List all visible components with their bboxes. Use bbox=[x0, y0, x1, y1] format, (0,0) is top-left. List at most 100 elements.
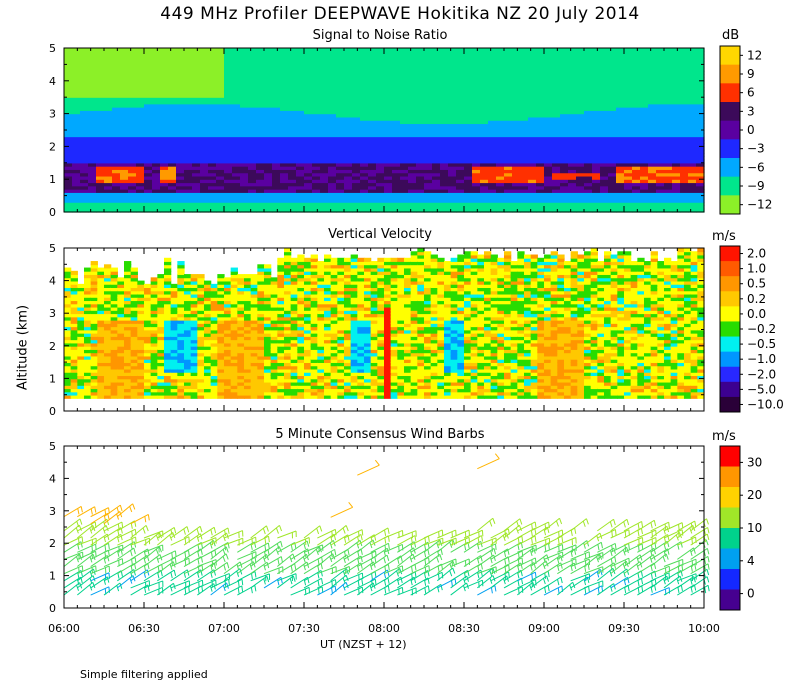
snr-cell bbox=[416, 130, 425, 134]
snr-cell bbox=[312, 162, 321, 167]
velocity-cell bbox=[70, 329, 78, 334]
snr-cell bbox=[432, 90, 441, 95]
snr-cell bbox=[344, 97, 353, 102]
snr-cell bbox=[72, 205, 81, 210]
snr-cell bbox=[336, 123, 345, 128]
snr-cell bbox=[600, 87, 609, 92]
snr-cell bbox=[256, 130, 265, 134]
snr-cell bbox=[472, 169, 481, 174]
snr-cell bbox=[488, 64, 497, 69]
snr-cell bbox=[344, 54, 353, 59]
snr-cell bbox=[288, 152, 297, 157]
snr-cell bbox=[560, 120, 569, 125]
snr-cell bbox=[632, 185, 641, 190]
snr-cell bbox=[336, 87, 345, 92]
snr-cell bbox=[608, 70, 617, 75]
snr-cell bbox=[656, 57, 665, 62]
velocity-cell bbox=[124, 290, 132, 295]
velocity-cell bbox=[110, 277, 118, 282]
snr-cell bbox=[664, 57, 673, 62]
snr-cell bbox=[264, 205, 273, 210]
snr-cell bbox=[168, 70, 177, 75]
snr-cell bbox=[440, 126, 449, 131]
snr-cell bbox=[240, 143, 249, 147]
snr-cell bbox=[448, 182, 457, 187]
snr-cell bbox=[160, 175, 169, 180]
snr-cell bbox=[656, 64, 665, 69]
snr-cell bbox=[440, 123, 449, 128]
snr-cell bbox=[256, 143, 265, 147]
velocity-cell bbox=[90, 313, 98, 318]
snr-cell bbox=[512, 70, 521, 75]
snr-cell bbox=[152, 172, 161, 177]
snr-cell bbox=[256, 64, 265, 69]
snr-cell bbox=[624, 182, 633, 187]
snr-cell bbox=[360, 136, 369, 141]
snr-cell bbox=[64, 61, 73, 65]
snr-cell bbox=[640, 103, 649, 108]
snr-cell bbox=[624, 143, 633, 147]
velocity-cell bbox=[97, 384, 105, 390]
snr-cell bbox=[208, 126, 217, 131]
snr-cell bbox=[552, 103, 561, 108]
snr-cell bbox=[248, 189, 257, 193]
velocity-cell bbox=[70, 384, 78, 390]
snr-cell bbox=[176, 64, 185, 69]
velocity-cell bbox=[124, 371, 132, 377]
snr-cell bbox=[272, 126, 281, 131]
snr-cell bbox=[528, 179, 537, 184]
snr-cell bbox=[320, 74, 329, 79]
snr-cell bbox=[128, 179, 137, 184]
snr-cell bbox=[576, 152, 585, 157]
snr-cell bbox=[360, 74, 369, 79]
snr-cell bbox=[488, 139, 497, 144]
snr-cell bbox=[360, 149, 369, 154]
snr-cell bbox=[144, 107, 153, 111]
snr-cell bbox=[272, 113, 281, 118]
snr-cell bbox=[496, 136, 505, 141]
snr-cell bbox=[328, 51, 337, 56]
snr-cell bbox=[648, 103, 657, 108]
snr-cell bbox=[112, 192, 121, 197]
snr-cell bbox=[616, 149, 625, 154]
snr-cell bbox=[424, 113, 433, 118]
snr-cell bbox=[416, 54, 425, 59]
snr-cell bbox=[120, 192, 129, 197]
snr-cell bbox=[336, 93, 345, 98]
snr-cell bbox=[544, 48, 553, 52]
velocity-cell bbox=[64, 287, 72, 292]
snr-cell bbox=[480, 195, 489, 200]
snr-cell bbox=[552, 77, 561, 82]
snr-cell bbox=[232, 84, 241, 88]
snr-cell bbox=[184, 84, 193, 88]
snr-cell bbox=[480, 189, 489, 193]
velocity-cell bbox=[104, 316, 112, 321]
velocity-cell bbox=[77, 296, 85, 302]
snr-cell bbox=[440, 80, 449, 85]
snr-cell bbox=[696, 175, 705, 180]
snr-cell bbox=[456, 152, 465, 157]
snr-cell bbox=[576, 93, 585, 98]
snr-cell bbox=[464, 182, 473, 187]
snr-cell bbox=[144, 70, 153, 75]
snr-cell bbox=[264, 175, 273, 180]
snr-cell bbox=[408, 149, 417, 154]
snr-cell bbox=[72, 107, 81, 111]
snr-cell bbox=[672, 143, 681, 147]
snr-cell bbox=[304, 116, 313, 121]
snr-cell bbox=[344, 192, 353, 197]
velocity-cell bbox=[124, 283, 132, 289]
snr-cell bbox=[312, 192, 321, 197]
velocity-cell bbox=[117, 336, 125, 341]
snr-cell bbox=[416, 139, 425, 144]
snr-cell bbox=[232, 152, 241, 157]
snr-cell bbox=[296, 133, 305, 138]
snr-cell bbox=[312, 149, 321, 154]
snr-cell bbox=[104, 77, 113, 82]
snr-cell bbox=[232, 51, 241, 56]
snr-cell bbox=[360, 93, 369, 98]
snr-cell bbox=[312, 67, 321, 72]
snr-cell bbox=[448, 162, 457, 167]
snr-cell bbox=[552, 120, 561, 125]
snr-cell bbox=[208, 67, 217, 72]
